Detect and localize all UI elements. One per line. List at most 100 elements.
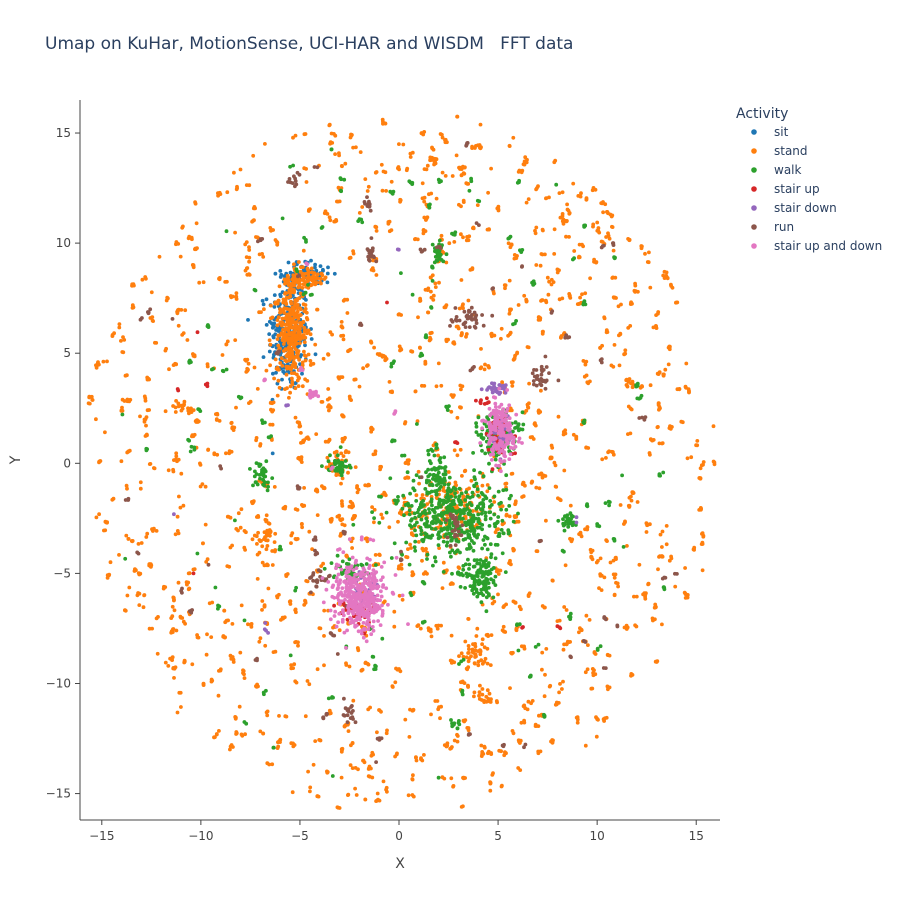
point-stand bbox=[343, 161, 348, 166]
point-stand bbox=[560, 687, 564, 691]
point-walk bbox=[347, 463, 352, 468]
point-run bbox=[448, 324, 452, 328]
point-stand bbox=[408, 151, 413, 156]
point-stand bbox=[215, 412, 219, 417]
point-stand bbox=[470, 266, 475, 270]
point-stand bbox=[174, 399, 179, 403]
point-stand bbox=[601, 210, 605, 215]
point-stand bbox=[293, 133, 298, 138]
point-stand bbox=[311, 762, 316, 767]
point-stand bbox=[406, 461, 411, 466]
point-stand bbox=[428, 158, 432, 163]
point-stand bbox=[257, 310, 261, 315]
point-stand bbox=[437, 280, 441, 285]
point-stand bbox=[283, 506, 287, 511]
point-stand bbox=[288, 354, 292, 358]
point-stand bbox=[367, 766, 371, 771]
point-stand bbox=[663, 367, 668, 372]
point-walk bbox=[561, 517, 565, 521]
point-stand bbox=[179, 705, 183, 709]
point-walk bbox=[433, 514, 438, 518]
point-stand bbox=[466, 685, 470, 689]
point-run bbox=[481, 323, 486, 328]
point-walk bbox=[447, 525, 452, 529]
point-stair-up bbox=[486, 400, 491, 405]
point-stand bbox=[217, 729, 221, 733]
point-walk bbox=[637, 396, 641, 401]
point-stand bbox=[624, 383, 629, 387]
point-walk bbox=[329, 561, 334, 565]
point-stand bbox=[411, 773, 415, 778]
point-walk bbox=[430, 503, 434, 508]
point-stand bbox=[242, 676, 247, 680]
point-stand bbox=[261, 731, 265, 736]
point-stand bbox=[349, 133, 354, 138]
point-walk bbox=[453, 491, 457, 496]
point-stand bbox=[342, 724, 347, 729]
point-walk bbox=[607, 503, 611, 508]
point-stand bbox=[643, 592, 648, 597]
point-stand bbox=[317, 738, 322, 742]
point-run bbox=[418, 247, 423, 252]
point-stand bbox=[141, 605, 146, 610]
point-stand bbox=[544, 518, 548, 523]
point-stand bbox=[288, 291, 293, 295]
point-walk bbox=[429, 306, 434, 310]
point-stand bbox=[346, 793, 350, 797]
point-stand bbox=[315, 513, 320, 517]
point-walk bbox=[488, 499, 493, 503]
point-sit bbox=[321, 267, 325, 272]
point-stand bbox=[420, 196, 425, 201]
point-walk bbox=[474, 421, 478, 426]
point-stand bbox=[358, 150, 363, 155]
point-stand bbox=[305, 679, 310, 683]
point-stand bbox=[651, 325, 656, 330]
point-stand bbox=[652, 605, 657, 610]
point-run bbox=[600, 244, 605, 248]
point-walk bbox=[476, 512, 481, 517]
point-stand bbox=[452, 240, 457, 244]
point-stand bbox=[309, 266, 314, 271]
point-stand bbox=[205, 557, 210, 562]
point-stand bbox=[143, 398, 148, 403]
point-stair-up bbox=[191, 571, 196, 576]
point-stand bbox=[614, 557, 618, 561]
point-walk bbox=[442, 526, 447, 531]
point-stand bbox=[174, 451, 179, 456]
point-stand bbox=[267, 762, 272, 767]
point-stand bbox=[290, 317, 295, 322]
point-stand bbox=[425, 163, 430, 168]
point-walk bbox=[451, 722, 456, 727]
point-run bbox=[399, 557, 404, 562]
point-walk bbox=[452, 502, 457, 506]
point-walk bbox=[415, 422, 419, 426]
point-stand bbox=[284, 372, 289, 377]
point-stand bbox=[190, 434, 194, 439]
point-stand bbox=[643, 251, 647, 256]
point-stand bbox=[458, 165, 462, 170]
point-stand bbox=[181, 331, 186, 335]
point-stand bbox=[648, 452, 652, 457]
point-stand bbox=[599, 588, 604, 592]
point-stand bbox=[550, 740, 555, 745]
point-stand bbox=[626, 432, 630, 436]
point-walk bbox=[463, 498, 468, 502]
point-walk bbox=[320, 464, 324, 468]
point-walk bbox=[458, 502, 462, 507]
point-stand bbox=[699, 542, 704, 546]
point-stand bbox=[329, 518, 334, 523]
point-stand bbox=[351, 145, 355, 150]
point-walk bbox=[504, 507, 509, 512]
point-stand bbox=[286, 337, 291, 342]
point-walk bbox=[435, 505, 440, 510]
point-stand bbox=[648, 285, 653, 290]
point-stand bbox=[370, 505, 374, 509]
point-walk bbox=[570, 523, 575, 528]
point-stand bbox=[372, 345, 376, 350]
point-walk bbox=[469, 176, 473, 181]
point-run bbox=[537, 539, 542, 543]
point-walk bbox=[464, 523, 468, 528]
point-sit bbox=[271, 324, 276, 329]
point-stand bbox=[500, 783, 504, 788]
point-stand bbox=[363, 483, 368, 488]
